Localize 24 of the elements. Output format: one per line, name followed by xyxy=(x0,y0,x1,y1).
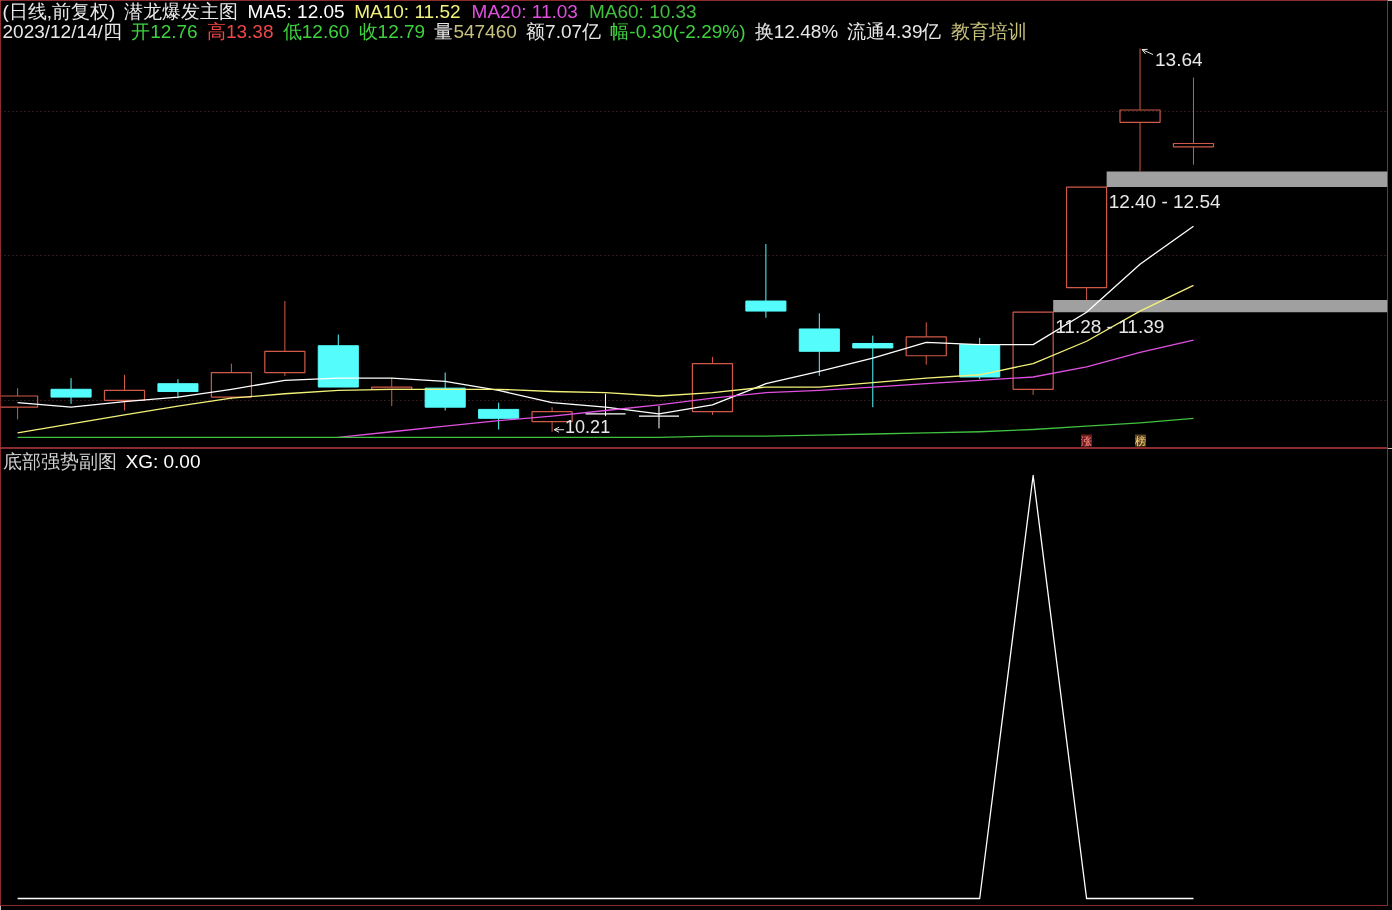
annotation: 10.21 xyxy=(565,417,611,438)
annotation: 13.64 xyxy=(1155,49,1204,71)
candlestick xyxy=(50,377,92,405)
candlestick xyxy=(317,334,359,388)
candlestick xyxy=(745,243,787,319)
candlestick xyxy=(905,321,947,366)
annotation: 涨 xyxy=(1081,434,1092,447)
annotation: 榜 xyxy=(1135,434,1146,447)
text: MA60: 10.33 xyxy=(588,1,697,22)
chart-title: (日线,前复权) xyxy=(2,1,116,22)
text: MA10: 11.52 xyxy=(354,1,461,22)
candlestick xyxy=(1065,186,1108,301)
candlestick xyxy=(1012,311,1054,396)
text: 2023/12/14/四 开12.76 高13.38 低12.60 收12.79 量547460 额7.07亿 幅-0.30(-2.29%) 换12.48% 流通4.39亿 教育培训 xyxy=(2,21,1027,42)
candlestick xyxy=(1172,77,1215,166)
text: MA20: 11.03 xyxy=(471,1,578,22)
candlestick xyxy=(798,312,840,377)
candlestick xyxy=(264,300,306,377)
band-label: 12.40 - 12.54 xyxy=(1108,191,1222,213)
legend-title: 底部强势副图 xyxy=(2,451,117,472)
text: XG: 0.00 xyxy=(125,451,201,472)
text: MA5: 12.05 xyxy=(247,1,345,22)
candlestick xyxy=(157,378,199,399)
legend-title: 潜龙爆发主图 xyxy=(124,1,239,22)
